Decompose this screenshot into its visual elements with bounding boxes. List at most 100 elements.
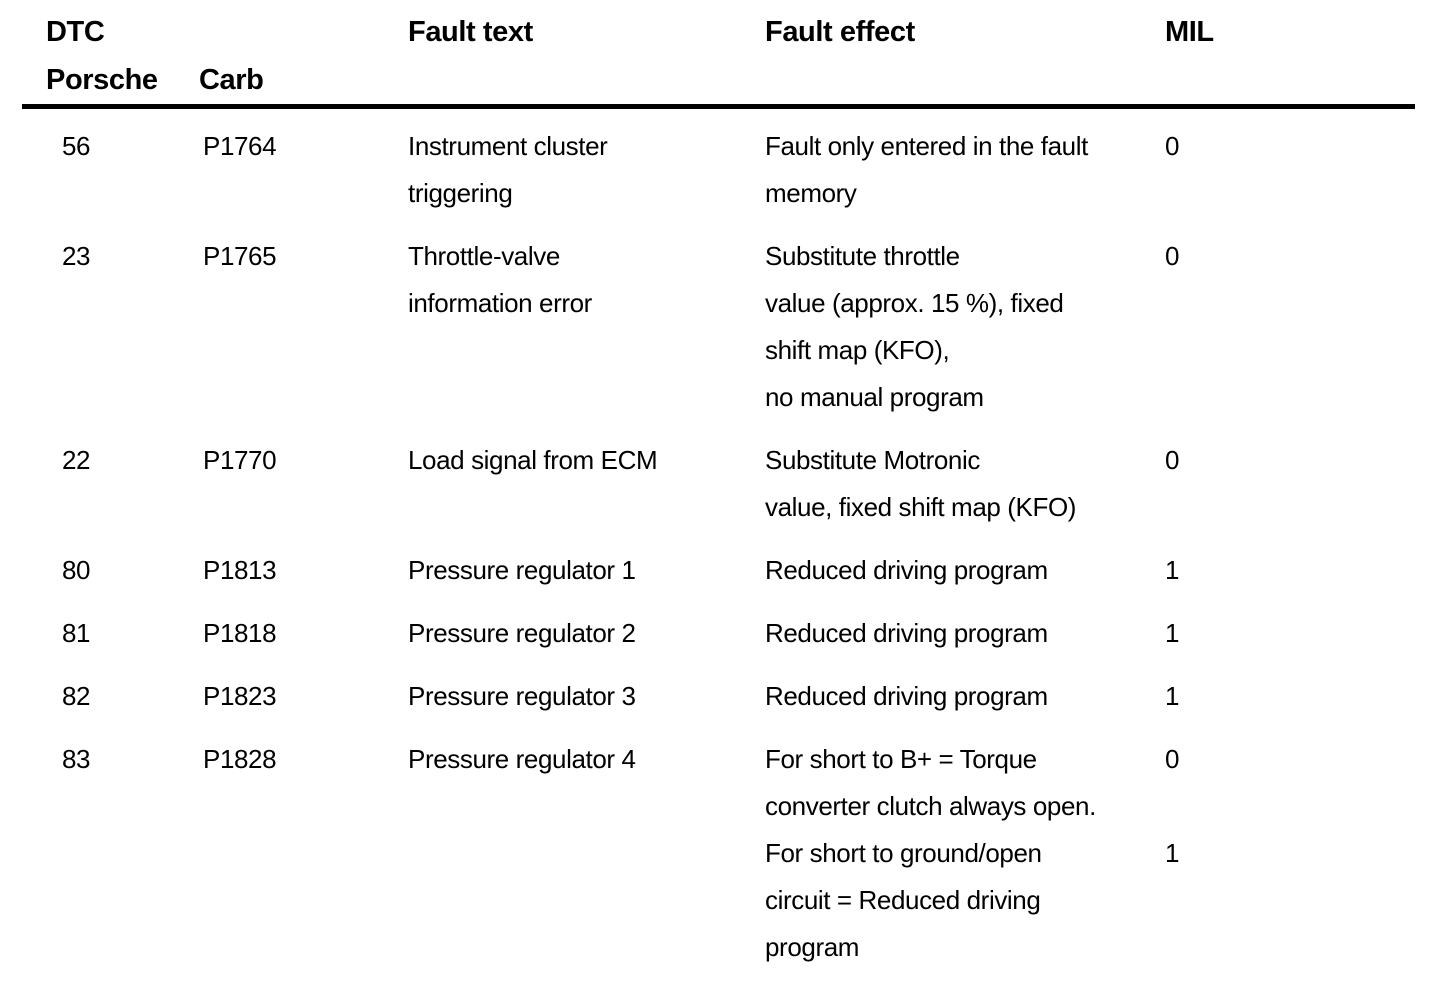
carb-code: P1764 [203, 131, 277, 161]
cell-line: program [765, 932, 860, 962]
mil-value: 0 [1165, 445, 1180, 475]
mil-cell: 0 [1165, 233, 1456, 421]
mil-cell: 0 1 [1165, 736, 1456, 971]
carb-code: P1818 [203, 618, 277, 648]
mil-value: 0 [1165, 241, 1180, 271]
porsche-code: 56 [62, 131, 91, 161]
dtc-porsche-cell: 22 [46, 437, 199, 531]
carb-code: P1828 [203, 744, 277, 774]
header-label-mil: MIL [1165, 16, 1214, 48]
dtc-carb-cell: P1823 [199, 673, 408, 720]
mil-cell: 0 [1165, 123, 1456, 217]
header-label-fault-effect: Fault effect [765, 16, 915, 48]
cell-line: shift map (KFO), [765, 335, 950, 365]
porsche-code: 81 [62, 618, 91, 648]
cell-line: Throttle-valve [408, 241, 560, 271]
dtc-carb-cell: P1818 [199, 610, 408, 657]
porsche-code: 80 [62, 555, 91, 585]
porsche-code: 23 [62, 241, 91, 271]
cell-line: value, fixed shift map (KFO) [765, 492, 1077, 522]
cell-line: Pressure regulator 2 [408, 618, 636, 648]
cell-line: Reduced driving program [765, 555, 1048, 585]
cell-line: For short to ground/open [765, 838, 1042, 868]
dtc-carb-cell: P1770 [199, 437, 408, 531]
carb-code: P1823 [203, 681, 277, 711]
dtc-carb-cell: P1764 [199, 123, 408, 217]
mil-value: 0 [1165, 744, 1180, 774]
header-fault-effect: Fault effect [765, 8, 1165, 104]
mil-value: 0 [1165, 131, 1180, 161]
cell-line: Reduced driving program [765, 618, 1048, 648]
cell-line: Pressure regulator 4 [408, 744, 636, 774]
fault-effect-cell: Substitute Motronic value, fixed shift m… [765, 437, 1165, 531]
cell-line: Reduced driving program [765, 681, 1048, 711]
cell-line: circuit = Reduced driving [765, 885, 1041, 915]
fault-effect-cell: Fault only entered in the fault memory [765, 123, 1165, 217]
dtc-porsche-cell: 80 [46, 547, 199, 594]
table-row: 81 P1818 Pressure regulator 2 Reduced dr… [0, 610, 1456, 657]
carb-code: P1770 [203, 445, 277, 475]
table-header: DTC Porsche Carb Fault text Fault effect… [0, 0, 1456, 104]
mil-value: 1 [1165, 618, 1180, 648]
table-body: 56 P1764 Instrument cluster triggering F… [0, 123, 1456, 971]
header-carb: Carb [199, 8, 408, 104]
header-label-porsche: Porsche [46, 64, 158, 96]
fault-text-cell: Pressure regulator 3 [408, 673, 765, 720]
dtc-porsche-cell: 23 [46, 233, 199, 421]
cell-line: Fault only entered in the fault [765, 131, 1088, 161]
table-row: 56 P1764 Instrument cluster triggering F… [0, 123, 1456, 217]
carb-code: P1765 [203, 241, 277, 271]
header-fault-text: Fault text [408, 8, 765, 104]
cell-line: Substitute throttle [765, 241, 960, 271]
header-mil: MIL [1165, 8, 1456, 104]
cell-line: Pressure regulator 1 [408, 555, 636, 585]
dtc-porsche-cell: 82 [46, 673, 199, 720]
cell-line: information error [408, 288, 592, 318]
header-label-dtc: DTC [46, 16, 105, 48]
table-row: 23 P1765 Throttle-valve information erro… [0, 233, 1456, 421]
header-dtc-porsche: DTC Porsche [46, 8, 199, 104]
cell-line: no manual program [765, 382, 984, 412]
mil-cell: 1 [1165, 610, 1456, 657]
dtc-carb-cell: P1813 [199, 547, 408, 594]
cell-line: Pressure regulator 3 [408, 681, 636, 711]
porsche-code: 82 [62, 681, 91, 711]
fault-text-cell: Instrument cluster triggering [408, 123, 765, 217]
fault-text-cell: Throttle-valve information error [408, 233, 765, 421]
header-label-fault-text: Fault text [408, 16, 533, 48]
mil-value: 1 [1165, 681, 1180, 711]
carb-code: P1813 [203, 555, 277, 585]
mil-value: 1 [1165, 555, 1180, 585]
dtc-carb-cell: P1828 [199, 736, 408, 971]
table-row: 80 P1813 Pressure regulator 1 Reduced dr… [0, 547, 1456, 594]
cell-line: converter clutch always open. [765, 791, 1096, 821]
cell-line: value (approx. 15 %), fixed [765, 288, 1064, 318]
table-row: 82 P1823 Pressure regulator 3 Reduced dr… [0, 673, 1456, 720]
fault-effect-cell: Reduced driving program [765, 610, 1165, 657]
fault-text-cell: Load signal from ECM [408, 437, 765, 531]
cell-line: Substitute Motronic [765, 445, 980, 475]
mil-spacer [1165, 783, 1456, 830]
header-label-carb: Carb [199, 64, 264, 96]
table-row: 22 P1770 Load signal from ECM Substitute… [0, 437, 1456, 531]
fault-effect-cell: Reduced driving program [765, 673, 1165, 720]
mil-value: 1 [1165, 838, 1180, 868]
dtc-porsche-cell: 56 [46, 123, 199, 217]
dtc-porsche-cell: 81 [46, 610, 199, 657]
cell-line: triggering [408, 178, 513, 208]
mil-cell: 0 [1165, 437, 1456, 531]
porsche-code: 83 [62, 744, 91, 774]
fault-effect-cell: Reduced driving program [765, 547, 1165, 594]
table-row: 83 P1828 Pressure regulator 4 For short … [0, 736, 1456, 971]
header-rule [22, 104, 1415, 109]
fault-text-cell: Pressure regulator 1 [408, 547, 765, 594]
cell-line: Load signal from ECM [408, 445, 658, 475]
mil-cell: 1 [1165, 547, 1456, 594]
cell-line: memory [765, 178, 857, 208]
fault-effect-cell: For short to B+ = Torque converter clutc… [765, 736, 1165, 971]
dtc-carb-cell: P1765 [199, 233, 408, 421]
fault-text-cell: Pressure regulator 2 [408, 610, 765, 657]
fault-effect-cell: Substitute throttle value (approx. 15 %)… [765, 233, 1165, 421]
mil-cell: 1 [1165, 673, 1456, 720]
